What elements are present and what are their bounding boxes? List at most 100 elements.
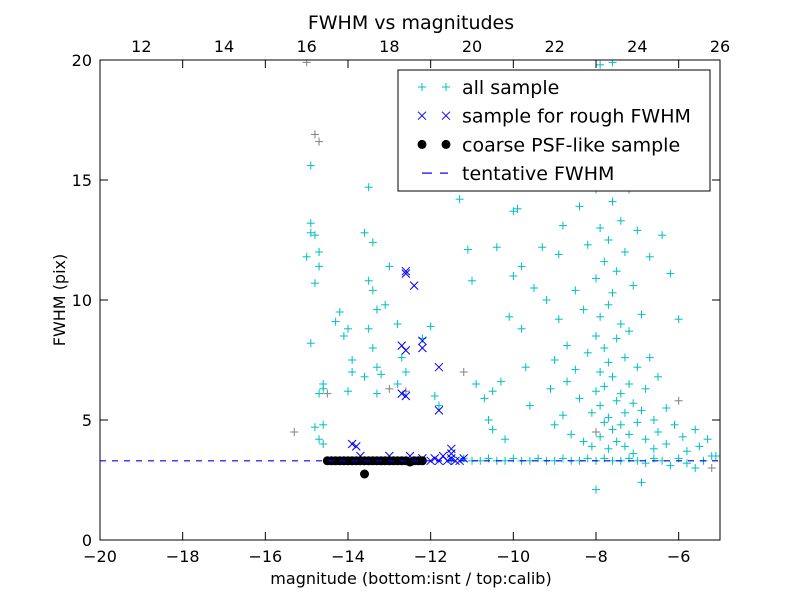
- data-point-all: [608, 197, 617, 206]
- data-point-all: [612, 396, 621, 405]
- data-point-all: [319, 420, 328, 429]
- top-x-tick-label: 18: [379, 37, 399, 56]
- data-point-all: [666, 269, 675, 278]
- data-point-all: [364, 183, 373, 192]
- data-point-rough: [401, 266, 411, 276]
- legend-marker-icon: [441, 111, 451, 121]
- legend-box: [397, 69, 711, 192]
- data-point-rough: [418, 343, 427, 353]
- data-point-all: [315, 389, 324, 398]
- y-tick-label: 0: [82, 531, 92, 550]
- x-tick-label: −18: [166, 547, 200, 566]
- data-point-extra: [459, 368, 468, 376]
- data-point-all: [315, 248, 324, 256]
- data-point-all: [339, 332, 348, 340]
- data-point-all: [633, 363, 642, 372]
- top-x-tick-label: 26: [710, 37, 730, 56]
- data-point-all: [579, 437, 588, 446]
- series-extra: [290, 60, 716, 472]
- data-point-rough: [426, 456, 436, 466]
- data-point-all: [596, 432, 605, 441]
- top-x-tick-label: 12: [131, 37, 151, 56]
- data-point-all: [344, 387, 352, 396]
- marker-dot: [417, 139, 427, 149]
- top-x-tick-label: 20: [462, 37, 482, 56]
- data-point-all: [377, 370, 386, 379]
- legend-marker-icon: [442, 83, 450, 91]
- marker-dot: [360, 469, 370, 479]
- data-point-all: [600, 344, 609, 352]
- marker-stroke: [442, 456, 452, 466]
- data-point-extra: [707, 464, 716, 472]
- data-point-all: [596, 224, 605, 232]
- data-point-all: [368, 286, 377, 295]
- y-tick-label: 15: [72, 171, 92, 190]
- y-tick-label: 10: [72, 291, 92, 310]
- data-point-extra: [290, 428, 299, 436]
- data-point-all: [592, 485, 600, 494]
- data-point-all: [513, 204, 522, 213]
- data-point-all: [426, 322, 435, 331]
- data-point-rough: [401, 269, 411, 278]
- data-point-rough: [401, 346, 411, 355]
- data-point-all: [348, 368, 357, 376]
- data-point-rough: [442, 456, 452, 466]
- data-point-all: [575, 394, 584, 403]
- data-point-all: [662, 404, 671, 412]
- data-point-extra: [323, 389, 332, 398]
- data-point-all: [625, 327, 634, 336]
- data-point-all: [484, 416, 493, 424]
- data-point-psf: [417, 456, 427, 466]
- marker-dot: [417, 456, 427, 466]
- data-point-all: [583, 454, 592, 463]
- data-point-all: [604, 413, 613, 422]
- legend-marker-icon: [441, 139, 451, 149]
- marker-stroke: [434, 406, 444, 415]
- data-point-all: [641, 435, 650, 444]
- data-point-all: [625, 430, 634, 439]
- data-point-extra: [310, 130, 319, 139]
- data-point-rough: [434, 406, 444, 415]
- data-point-all: [583, 240, 592, 249]
- data-point-all: [600, 418, 609, 427]
- data-point-all: [517, 324, 526, 333]
- data-point-all: [542, 296, 551, 304]
- data-point-all: [550, 356, 559, 364]
- data-point-all: [579, 305, 588, 314]
- data-point-all: [587, 408, 596, 417]
- marker-stroke: [401, 391, 411, 401]
- data-point-all: [649, 416, 658, 424]
- data-point-all: [633, 418, 642, 427]
- legend-marker-icon: [418, 83, 426, 91]
- data-point-rough: [455, 456, 464, 466]
- data-point-all: [625, 380, 634, 388]
- data-point-all: [385, 262, 394, 271]
- data-point-all: [488, 387, 497, 396]
- data-point-all: [368, 238, 377, 247]
- data-point-rough: [409, 281, 419, 290]
- data-point-all: [666, 461, 675, 470]
- data-point-all: [546, 384, 555, 393]
- data-point-all: [360, 372, 369, 381]
- data-point-all: [434, 401, 443, 410]
- marker-dot: [441, 139, 451, 149]
- data-point-all: [306, 219, 315, 228]
- marker-stroke: [401, 346, 411, 355]
- series-all: [302, 60, 720, 494]
- data-point-all: [571, 365, 580, 374]
- data-point-all: [682, 459, 691, 468]
- data-point-all: [645, 252, 654, 261]
- data-point-all: [707, 452, 716, 460]
- top-x-tick-label: 22: [544, 37, 564, 56]
- series-rough: [347, 266, 469, 466]
- data-point-all: [558, 454, 567, 463]
- data-point-all: [401, 368, 410, 376]
- data-point-all: [620, 408, 629, 417]
- data-point-all: [393, 320, 402, 328]
- data-point-all: [480, 394, 489, 403]
- marker-stroke: [409, 281, 419, 290]
- data-point-all: [670, 420, 679, 429]
- data-point-rough: [397, 389, 407, 398]
- data-point-all: [372, 363, 381, 372]
